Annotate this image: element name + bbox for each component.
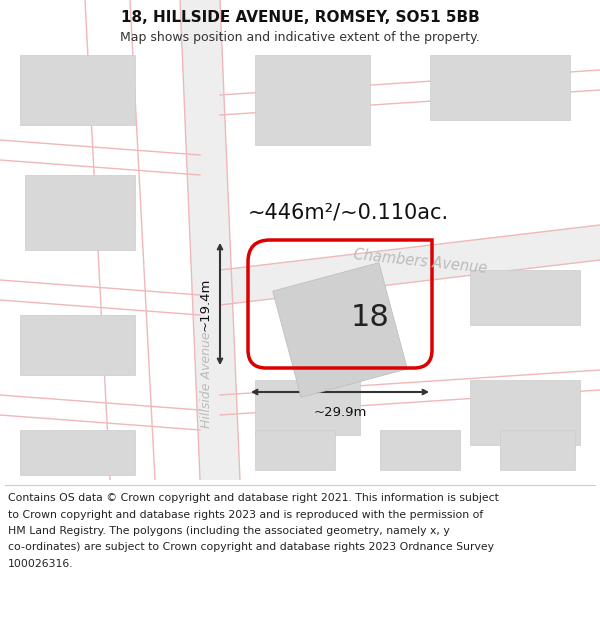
Bar [430,55,570,120]
Bar [470,270,580,325]
Text: ~29.9m: ~29.9m [313,406,367,419]
Text: HM Land Registry. The polygons (including the associated geometry, namely x, y: HM Land Registry. The polygons (includin… [8,526,450,536]
Text: 100026316.: 100026316. [8,559,74,569]
Text: ~446m²/~0.110ac.: ~446m²/~0.110ac. [248,202,449,222]
Bar [255,430,335,470]
Text: co-ordinates) are subject to Crown copyright and database rights 2023 Ordnance S: co-ordinates) are subject to Crown copyr… [8,542,494,552]
Bar [255,380,360,435]
Text: to Crown copyright and database rights 2023 and is reproduced with the permissio: to Crown copyright and database rights 2… [8,509,483,519]
Bar [255,55,370,145]
Polygon shape [272,262,407,398]
Text: 18, HILLSIDE AVENUE, ROMSEY, SO51 5BB: 18, HILLSIDE AVENUE, ROMSEY, SO51 5BB [121,11,479,26]
Text: ~19.4m: ~19.4m [199,278,212,331]
Bar [20,315,135,375]
Bar [20,55,135,125]
Bar [500,430,575,470]
Bar [380,430,460,470]
Bar [470,380,580,445]
Text: Map shows position and indicative extent of the property.: Map shows position and indicative extent… [120,31,480,44]
Text: Contains OS data © Crown copyright and database right 2021. This information is : Contains OS data © Crown copyright and d… [8,493,499,503]
Text: 18: 18 [350,304,389,332]
Polygon shape [180,0,240,480]
Bar [25,175,135,250]
Polygon shape [220,225,600,305]
Text: Chambers Avenue: Chambers Avenue [352,248,488,276]
Bar [20,430,135,475]
Text: Hillside Avenue: Hillside Avenue [200,332,214,428]
